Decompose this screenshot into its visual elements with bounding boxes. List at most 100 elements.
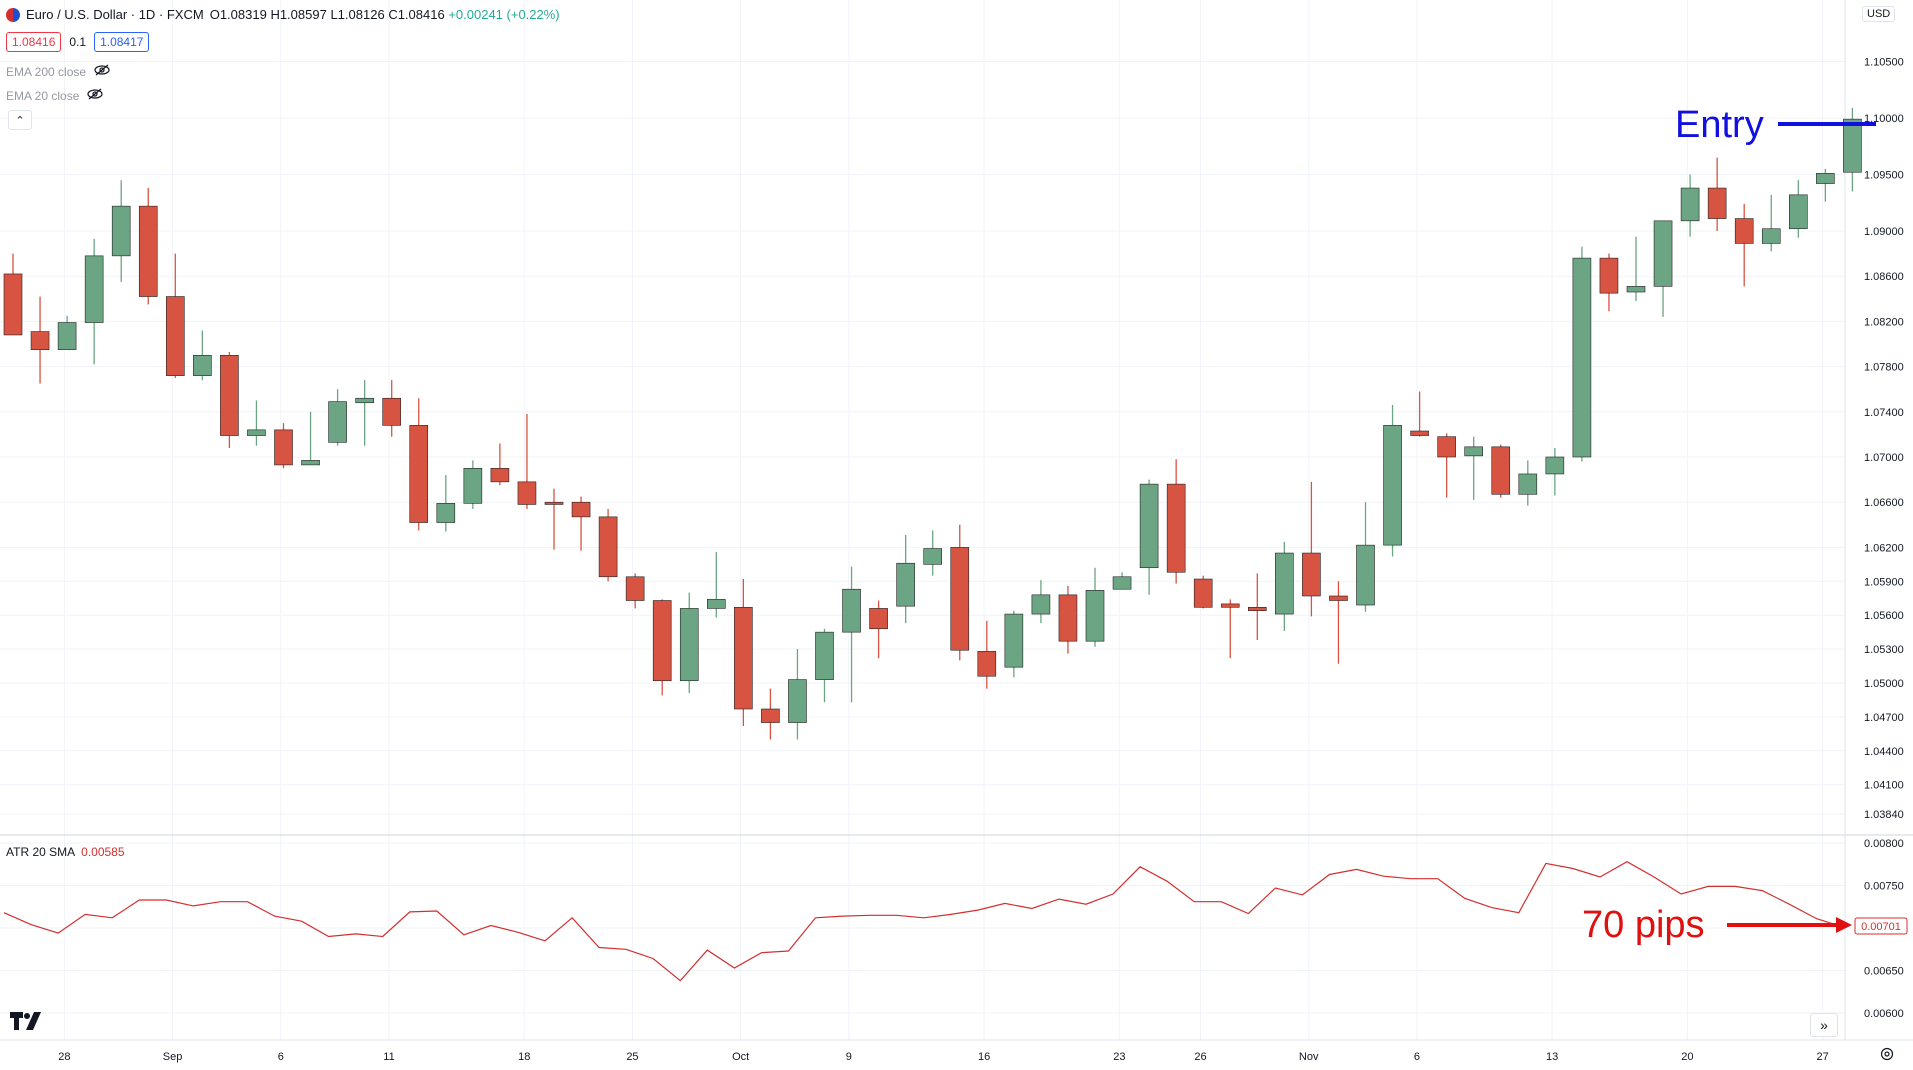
symbol-title[interactable]: Euro / U.S. Dollar · 1D · FXCM [26, 7, 204, 22]
candle [1356, 502, 1375, 612]
candle [355, 380, 374, 446]
price-axis[interactable]: 1.105001.100001.095001.090001.086001.082… [1864, 57, 1904, 822]
candle-body [3, 273, 23, 336]
candle [1275, 541, 1294, 632]
atr-tick-label: 0.00650 [1864, 966, 1904, 978]
price-tick-label: 1.05900 [1864, 576, 1904, 588]
eye-hidden-icon[interactable] [94, 64, 110, 79]
candle [544, 488, 564, 550]
entry-annotation: Entry [1675, 104, 1764, 146]
ema20-legend[interactable]: EMA 20 close [6, 88, 103, 103]
candle [138, 188, 158, 305]
candle-body [869, 608, 888, 630]
candle [1518, 460, 1538, 506]
pips-arrow-head [1836, 917, 1852, 933]
currency-selector[interactable]: USD [1862, 6, 1896, 22]
price-tick-label: 1.07000 [1864, 452, 1904, 464]
candle [247, 400, 266, 446]
candle-body [977, 651, 997, 677]
candle-body [1356, 544, 1375, 606]
sell-button[interactable]: 1.08416 [6, 32, 62, 52]
candle-body [328, 401, 347, 443]
candle-body [1734, 218, 1754, 244]
candle-body [355, 397, 374, 404]
time-tick-label: Sep [163, 1051, 183, 1063]
candle-body [1166, 483, 1186, 573]
time-tick-label: 11 [383, 1051, 394, 1063]
candle [57, 315, 77, 350]
candle [517, 414, 537, 509]
candle [166, 253, 185, 378]
atr-tick-label: 0.00600 [1864, 1008, 1904, 1020]
candle [1761, 194, 1781, 252]
candle-body [409, 425, 429, 523]
candle-body [923, 548, 943, 565]
candle [1410, 391, 1429, 437]
candle-body [517, 481, 537, 505]
candle-body [1545, 456, 1565, 475]
candle [1816, 168, 1835, 202]
scroll-to-realtime-button[interactable]: » [1810, 1013, 1838, 1037]
time-axis[interactable]: 28 Sep 6 11 18 25 Oct 9 16 23 26 Nov 6 13 20 27 [58, 1051, 1829, 1063]
candle [923, 530, 943, 576]
candle-body [247, 429, 266, 436]
candle [220, 351, 239, 448]
candle-body [274, 429, 293, 466]
candle [301, 411, 320, 466]
time-tick-label: 28 [58, 1051, 70, 1063]
candle-body [1031, 594, 1051, 615]
candle-body [1707, 187, 1727, 219]
candle-body [1139, 483, 1159, 569]
price-tick-label: 1.05300 [1864, 644, 1904, 656]
atr-tick-label: 0.00800 [1864, 838, 1904, 850]
candle-body [193, 354, 212, 376]
atr-legend[interactable]: ATR 20 SMA 0.00585 [6, 845, 125, 859]
candle-body [1843, 118, 1862, 173]
candle-body [950, 547, 970, 651]
settings-icon[interactable] [1880, 1047, 1894, 1064]
candle-body [1464, 446, 1483, 457]
atr-label: ATR 20 SMA [6, 845, 76, 859]
candle-body [301, 460, 320, 466]
price-tick-label: 1.07800 [1864, 362, 1904, 374]
ema200-label: EMA 200 close [6, 64, 87, 79]
price-tick-label: 1.09000 [1864, 226, 1904, 238]
candle [1843, 107, 1862, 192]
candle-body [436, 503, 456, 523]
pips-annotation: 70 pips [1582, 904, 1705, 946]
candle [1383, 405, 1402, 557]
candle-body [220, 354, 239, 436]
symbol-legend[interactable]: Euro / U.S. Dollar · 1D · FXCM O1.08319 … [6, 7, 560, 22]
candle [761, 688, 780, 740]
price-tick-label: 1.10500 [1864, 57, 1904, 69]
eye-hidden-icon[interactable] [87, 88, 103, 103]
candle-body [1248, 606, 1267, 611]
atr-tick-label: 0.00750 [1864, 881, 1904, 893]
time-tick-label: 6 [1414, 1051, 1420, 1063]
time-tick-label: 27 [1817, 1051, 1829, 1063]
ema200-legend[interactable]: EMA 200 close [6, 64, 110, 79]
collapse-legend-button[interactable]: ⌃ [8, 110, 32, 130]
candle-body [166, 296, 185, 376]
tradingview-logo-icon[interactable] [10, 1012, 42, 1035]
candle [896, 534, 915, 624]
candle-body [1789, 194, 1808, 230]
price-tick-label: 1.03840 [1864, 809, 1904, 821]
candle [869, 600, 888, 659]
price-tick-label: 1.04100 [1864, 780, 1904, 792]
candle [1058, 585, 1078, 654]
candle [1166, 459, 1186, 584]
buy-button[interactable]: 1.08417 [94, 32, 150, 52]
candle-body [896, 562, 915, 607]
time-tick-label: 26 [1194, 1051, 1206, 1063]
price-tick-label: 1.05600 [1864, 610, 1904, 622]
candle-body [1302, 552, 1321, 597]
candle [1789, 180, 1808, 238]
candle [1599, 253, 1619, 312]
time-tick-label: 9 [846, 1051, 852, 1063]
candles-series [3, 107, 1862, 740]
price-tick-label: 1.08600 [1864, 271, 1904, 283]
candle [950, 524, 970, 661]
candle-body [382, 397, 402, 426]
